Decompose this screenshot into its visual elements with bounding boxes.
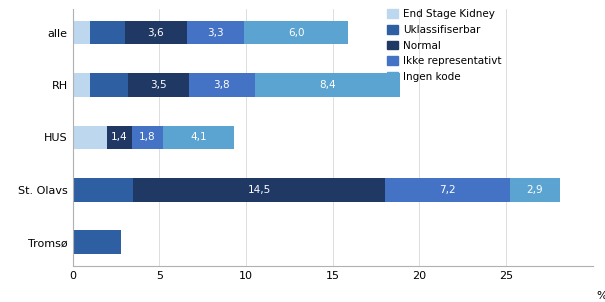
Bar (244, 21, 348, 44)
Text: 3,3: 3,3 (208, 27, 224, 37)
Bar (73, 178, 133, 202)
Text: 14,5: 14,5 (247, 185, 270, 195)
Text: 2,9: 2,9 (526, 185, 543, 195)
Bar (509, 178, 560, 202)
Text: 1,8: 1,8 (139, 132, 155, 143)
Bar (385, 178, 509, 202)
Text: 6,0: 6,0 (288, 27, 304, 37)
Text: 3,6: 3,6 (148, 27, 164, 37)
Text: 3,5: 3,5 (150, 80, 167, 90)
Bar (128, 73, 189, 97)
Bar (187, 21, 244, 44)
Bar (90, 73, 128, 97)
Text: 7,2: 7,2 (439, 185, 456, 195)
Bar (107, 126, 131, 149)
Bar (73, 73, 90, 97)
Text: 8,4: 8,4 (319, 80, 336, 90)
Text: 1,4: 1,4 (111, 132, 128, 143)
Bar (73, 21, 90, 44)
Bar (255, 73, 401, 97)
Text: 4,1: 4,1 (190, 132, 207, 143)
Bar (90, 21, 125, 44)
Bar (73, 126, 107, 149)
Bar (133, 178, 385, 202)
Bar (189, 73, 255, 97)
Legend: End Stage Kidney, Uklassifiserbar, Normal, Ikke representativt, Ingen kode: End Stage Kidney, Uklassifiserbar, Norma… (387, 9, 502, 82)
Bar (125, 21, 187, 44)
Text: % 30: % 30 (597, 291, 605, 301)
Bar (73, 230, 121, 254)
Text: 3,8: 3,8 (214, 80, 230, 90)
Bar (163, 126, 234, 149)
Bar (131, 126, 163, 149)
